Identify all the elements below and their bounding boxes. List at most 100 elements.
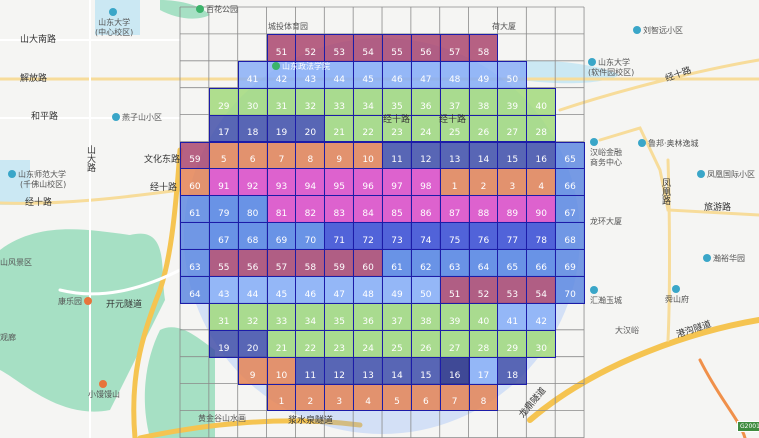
grid-cell[interactable]: 92 [237,168,268,197]
grid-cell[interactable]: 50 [410,276,441,304]
grid-cell[interactable]: 7 [439,383,470,412]
grid-cell[interactable]: 48 [439,60,470,89]
grid-cell[interactable]: 68 [555,222,586,251]
grid-cell[interactable]: 2 [468,168,499,197]
grid-cell[interactable]: 15 [410,356,441,385]
grid-cell[interactable]: 43 [295,60,326,89]
grid-cell[interactable]: 26 [468,114,499,143]
grid-cell[interactable]: 18 [237,114,268,143]
grid-cell[interactable]: 59 [324,249,355,277]
grid-cell[interactable]: 20 [295,114,326,143]
grid-cell[interactable]: 29 [208,87,239,116]
grid-cell[interactable]: 90 [526,195,557,224]
grid-cell[interactable]: 95 [324,168,355,197]
grid-cell[interactable]: 72 [353,222,384,251]
poi-hanyu-garden[interactable]: 瀚裕华园 [703,254,745,264]
grid-cell[interactable]: 52 [295,33,326,62]
grid-cell[interactable]: 27 [439,329,470,358]
grid-cell[interactable]: 94 [295,168,326,197]
grid-cell[interactable]: 27 [497,114,528,143]
grid-cell[interactable]: 70 [295,222,326,251]
grid-cell[interactable]: 60 [180,168,210,197]
grid-cell[interactable]: 16 [439,356,470,385]
grid-cell[interactable]: 98 [410,168,441,197]
grid-cell[interactable] [180,222,210,251]
grid-cell[interactable]: 21 [324,114,355,143]
grid-cell[interactable]: 13 [353,356,384,385]
grid-cell[interactable]: 24 [353,329,384,358]
poi-huihan[interactable]: 汇瀚玉城 [590,286,622,306]
grid-cell[interactable]: 14 [382,356,412,385]
poi-baihua-park[interactable]: 百花公园 [196,5,238,15]
grid-cell[interactable]: 21 [266,329,297,358]
grid-cell[interactable]: 50 [497,60,528,89]
grid-cell[interactable]: 25 [439,114,470,143]
grid-cell[interactable]: 79 [208,195,239,224]
grid-cell[interactable]: 53 [497,276,528,304]
grid-cell[interactable]: 59 [180,141,210,170]
grid-cell[interactable]: 7 [266,141,297,170]
grid-cell[interactable]: 62 [410,249,441,277]
poi-lubang[interactable]: 鲁邦·奥林逸城 [638,139,699,149]
grid-cell[interactable]: 65 [497,249,528,277]
grid-cell[interactable]: 57 [439,33,470,62]
grid-cell[interactable]: 22 [353,114,384,143]
grid-cell[interactable]: 17 [208,114,239,143]
grid-cell[interactable]: 66 [526,249,557,277]
grid-cell[interactable]: 46 [382,60,412,89]
grid-cell[interactable]: 31 [266,87,297,116]
grid-cell[interactable]: 3 [324,383,355,412]
grid-cell[interactable]: 63 [180,249,210,277]
grid-cell[interactable]: 1 [439,168,470,197]
grid-cell[interactable]: 33 [266,302,297,331]
poi-shunshanfu[interactable]: 舜山府 [665,285,689,305]
grid-cell[interactable]: 33 [324,87,355,116]
grid-cell[interactable]: 51 [266,33,297,62]
grid-cell[interactable]: 11 [295,356,326,385]
grid-cell[interactable]: 86 [410,195,441,224]
grid-cell[interactable]: 81 [266,195,297,224]
grid-cell[interactable]: 31 [208,302,239,331]
grid-cell[interactable]: 37 [382,302,412,331]
grid-cell[interactable]: 46 [295,276,326,304]
grid-cell[interactable]: 87 [439,195,470,224]
grid-cell[interactable]: 93 [266,168,297,197]
grid-cell[interactable]: 26 [410,329,441,358]
grid-cell[interactable]: 69 [266,222,297,251]
grid-cell[interactable]: 83 [324,195,355,224]
grid-cell[interactable]: 77 [497,222,528,251]
poi-kangle[interactable]: 康乐园 [58,297,94,307]
grid-cell[interactable]: 38 [410,302,441,331]
grid-cell[interactable]: 58 [468,33,499,62]
grid-cell[interactable]: 48 [353,276,384,304]
grid-cell[interactable]: 66 [555,168,586,197]
grid-cell[interactable]: 30 [526,329,557,358]
grid-cell[interactable]: 43 [208,276,239,304]
grid-cell[interactable]: 47 [410,60,441,89]
grid-cell[interactable]: 19 [208,329,239,358]
grid-cell[interactable]: 16 [526,141,557,170]
grid-cell[interactable]: 28 [468,329,499,358]
grid-cell[interactable]: 89 [497,195,528,224]
grid-cell[interactable]: 34 [353,87,384,116]
grid-cell[interactable]: 10 [266,356,297,385]
grid-cell[interactable]: 41 [497,302,528,331]
grid-cell[interactable]: 34 [295,302,326,331]
grid-cell[interactable]: 51 [439,276,470,304]
grid-cell[interactable]: 4 [353,383,384,412]
poi-zhengfa[interactable]: 山东政法学院 [272,62,330,72]
grid-cell[interactable]: 73 [382,222,412,251]
grid-cell[interactable]: 55 [208,249,239,277]
poi-sdu-software[interactable]: 山东大学 (软件园校区) [588,58,634,78]
grid-cell[interactable]: 23 [324,329,355,358]
grid-cell[interactable]: 68 [237,222,268,251]
grid-cell[interactable]: 56 [410,33,441,62]
grid-cell[interactable]: 53 [324,33,355,62]
grid-cell[interactable]: 10 [353,141,384,170]
grid-cell[interactable]: 47 [324,276,355,304]
grid-cell[interactable]: 8 [295,141,326,170]
poi-xiaomantou[interactable]: 小馒馒山 [88,380,120,400]
grid-cell[interactable]: 97 [382,168,412,197]
grid-cell[interactable]: 35 [324,302,355,331]
grid-cell[interactable]: 70 [555,276,586,304]
